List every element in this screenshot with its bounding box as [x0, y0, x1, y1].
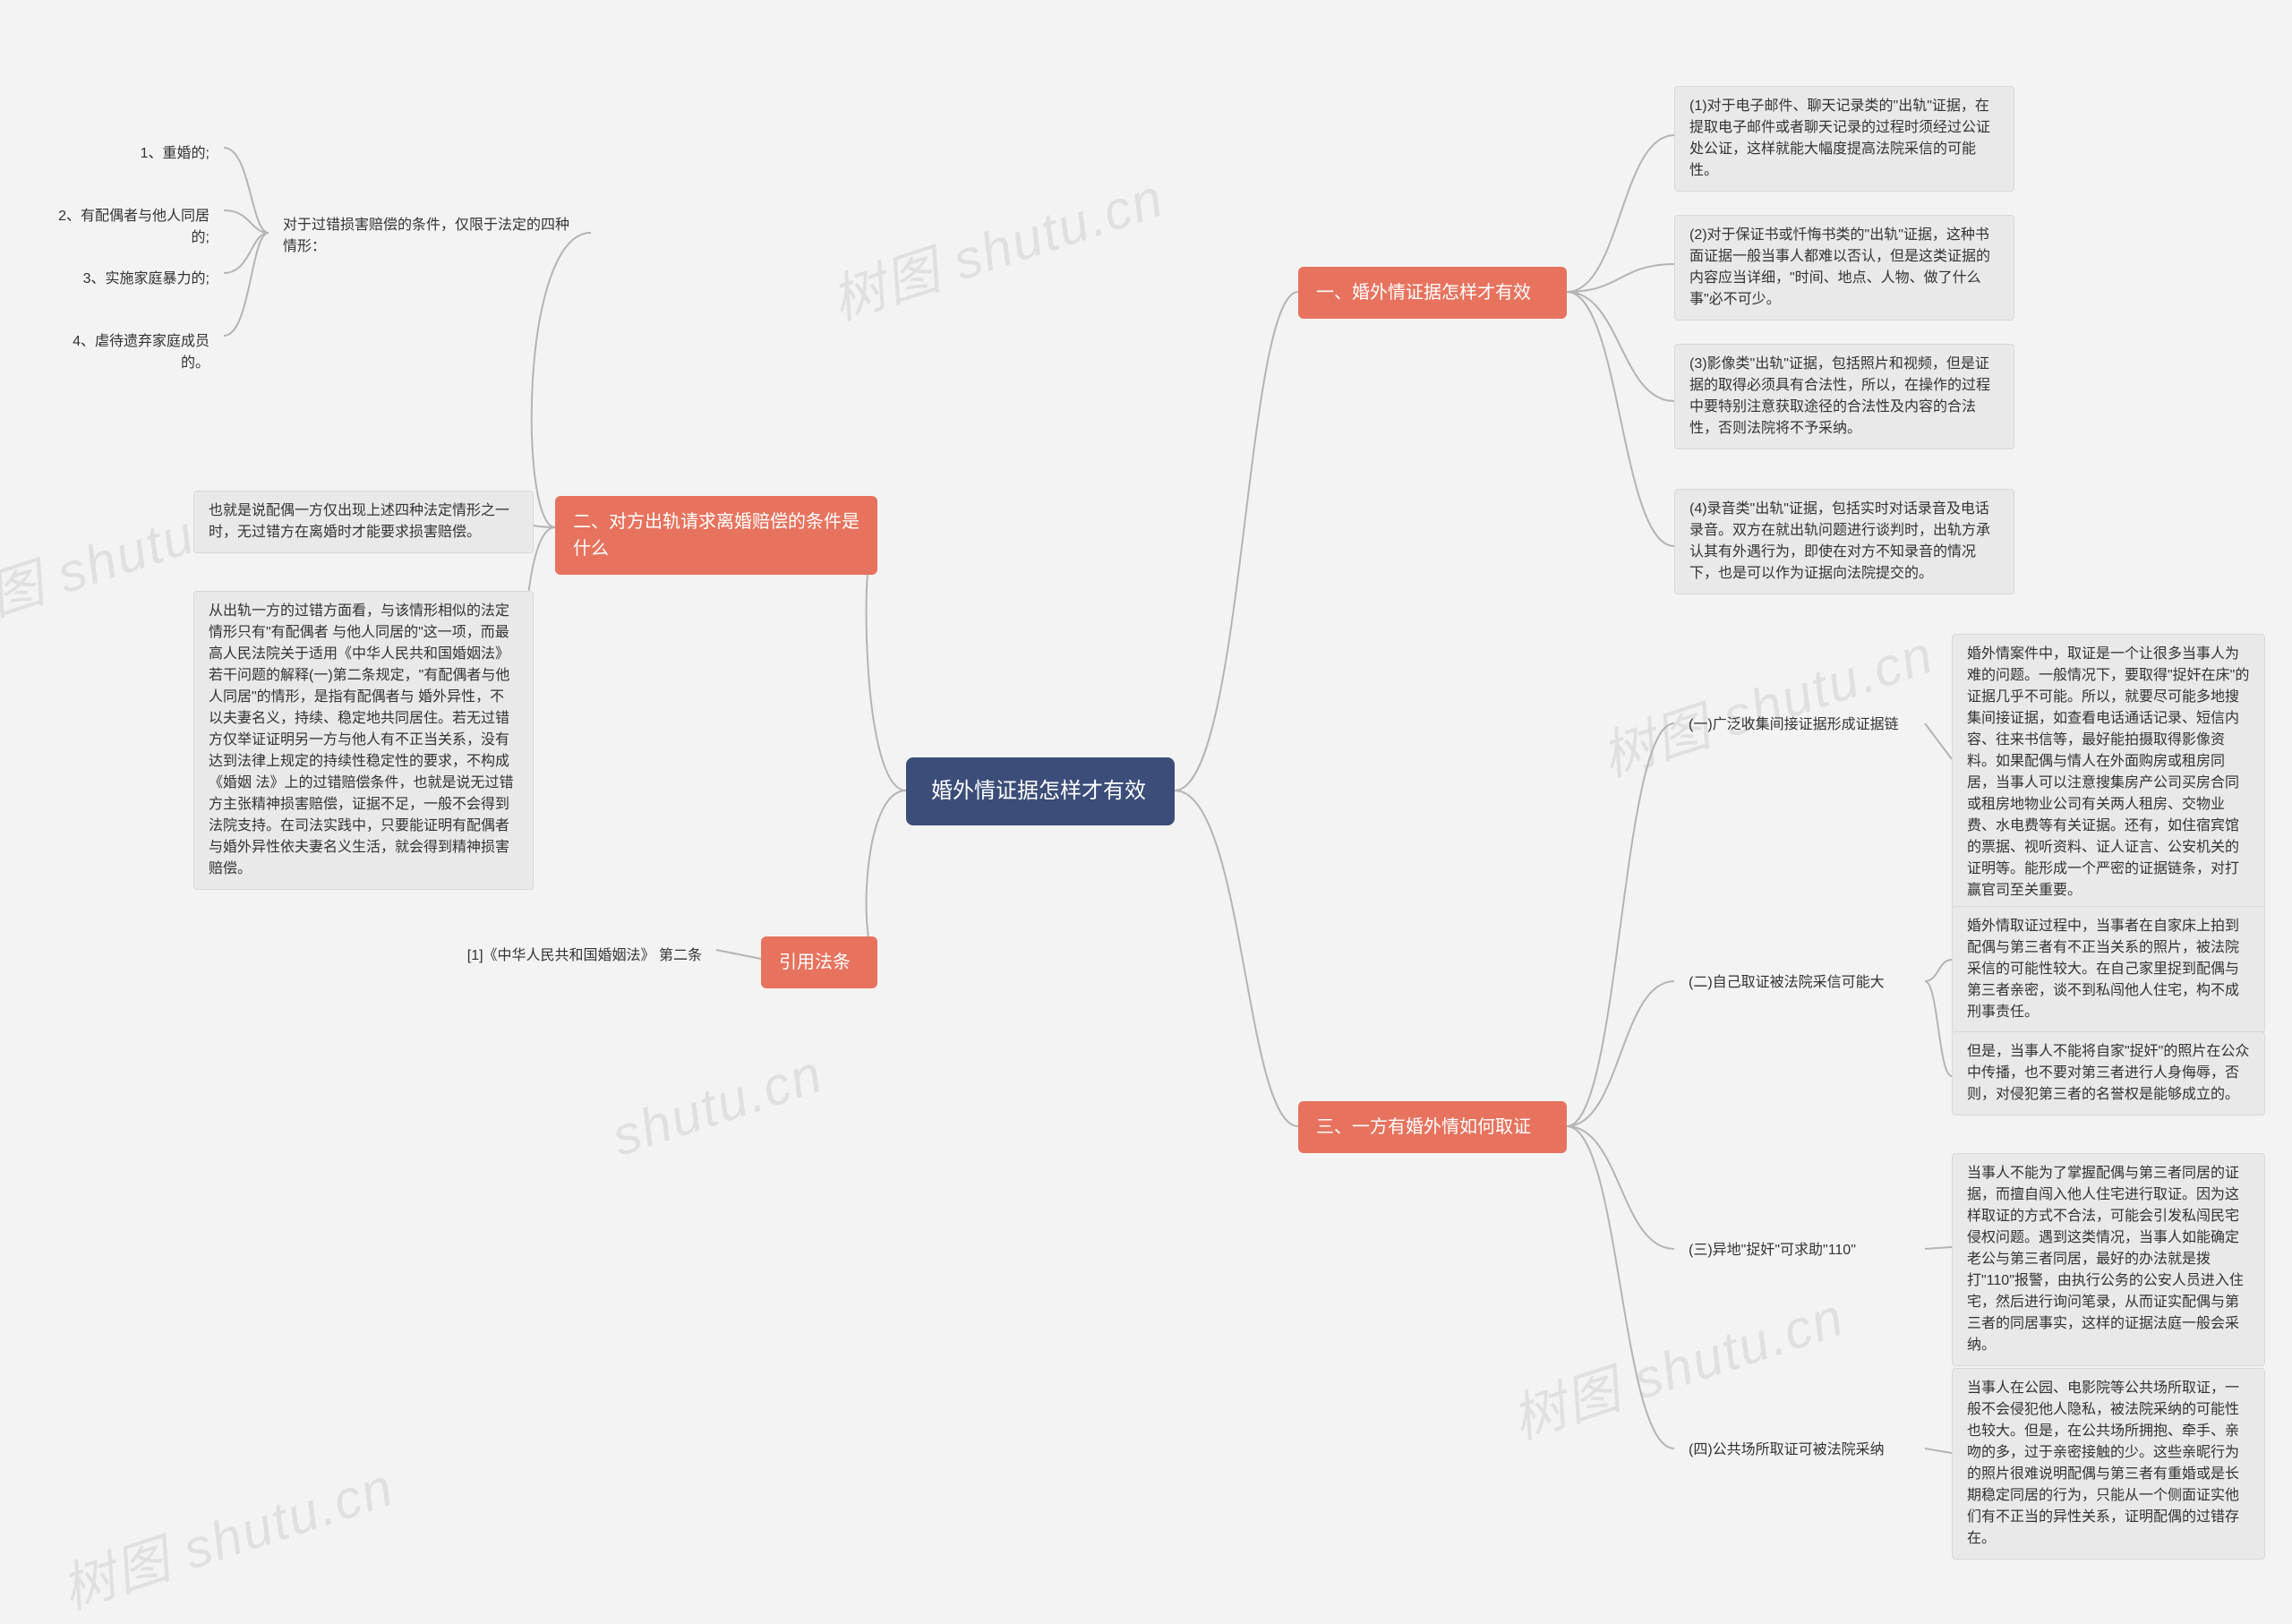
- branch-l2[interactable]: 引用法条: [761, 936, 877, 988]
- sublabel-r2b[interactable]: (二)自己取证被法院采信可能大: [1674, 963, 1925, 1003]
- root-node[interactable]: 婚外情证据怎样才有效: [906, 757, 1175, 825]
- sublabel-r2d[interactable]: (四)公共场所取证可被法院采纳: [1674, 1431, 1925, 1470]
- leaf-l1b[interactable]: 也就是说配偶一方仅出现上述四种法定情形之一时，无过错方在离婚时才能要求损害赔偿。: [193, 491, 534, 553]
- leaf-l1a-4[interactable]: 4、虐待遗弃家庭成员 的。: [36, 322, 224, 383]
- leaf-r2d-text[interactable]: 当事人在公园、电影院等公共场所取证，一般不会侵犯他人隐私，被法院采纳的可能性也较…: [1952, 1368, 2265, 1560]
- leaf-r2a-text[interactable]: 婚外情案件中，取证是一个让很多当事人为难的问题。一般情况下，要取得"捉奸在床"的…: [1952, 634, 2265, 911]
- leaf-r1a[interactable]: (1)对于电子邮件、聊天记录类的"出轨"证据，在提取电子邮件或者聊天记录的过程时…: [1674, 86, 2014, 192]
- leaf-r1b[interactable]: (2)对于保证书或忏悔书类的"出轨"证据，这种书面证据一般当事人都难以否认，但是…: [1674, 215, 2014, 321]
- leaf-r2c-text[interactable]: 当事人不能为了掌握配偶与第三者同居的证据，而擅自闯入他人住宅进行取证。因为这样取…: [1952, 1153, 2265, 1366]
- leaf-l1a-2[interactable]: 2、有配偶者与他人同居的;: [36, 197, 224, 258]
- sublabel-r2c[interactable]: (三)异地"捉奸"可求助"110": [1674, 1231, 1925, 1270]
- leaf-r2b-text-1[interactable]: 婚外情取证过程中，当事者在自家床上拍到配偶与第三者有不正当关系的照片，被法院采信…: [1952, 906, 2265, 1033]
- leaf-r1d[interactable]: (4)录音类"出轨"证据，包括实时对话录音及电话录音。双方在就出轨问题进行谈判时…: [1674, 489, 2014, 594]
- leaf-l2a[interactable]: [1]《中华人民共和国婚姻法》 第二条: [403, 936, 716, 976]
- leaf-r1c[interactable]: (3)影像类"出轨"证据，包括照片和视频，但是证据的取得必须具有合法性，所以，在…: [1674, 344, 2014, 449]
- sublabel-r2a[interactable]: (一)广泛收集间接证据形成证据链: [1674, 705, 1925, 745]
- leaf-l1c[interactable]: 从出轨一方的过错方面看，与该情形相似的法定情形只有"有配偶者 与他人同居的"这一…: [193, 591, 534, 890]
- branch-r1[interactable]: 一、婚外情证据怎样才有效: [1298, 267, 1567, 319]
- branch-r2[interactable]: 三、一方有婚外情如何取证: [1298, 1101, 1567, 1153]
- leaf-l1a-1[interactable]: 1、重婚的;: [36, 134, 224, 174]
- leaf-r2b-text-2[interactable]: 但是，当事人不能将自家"捉奸"的照片在公众中传播，也不要对第三者进行人身侮辱，否…: [1952, 1031, 2265, 1115]
- branch-l1[interactable]: 二、对方出轨请求离婚赔偿的条件是什么: [555, 496, 877, 575]
- leaf-l1a-3[interactable]: 3、实施家庭暴力的;: [36, 260, 224, 299]
- sublabel-l1a[interactable]: 对于过错损害赔偿的条件，仅限于法定的四种情形：: [269, 206, 591, 267]
